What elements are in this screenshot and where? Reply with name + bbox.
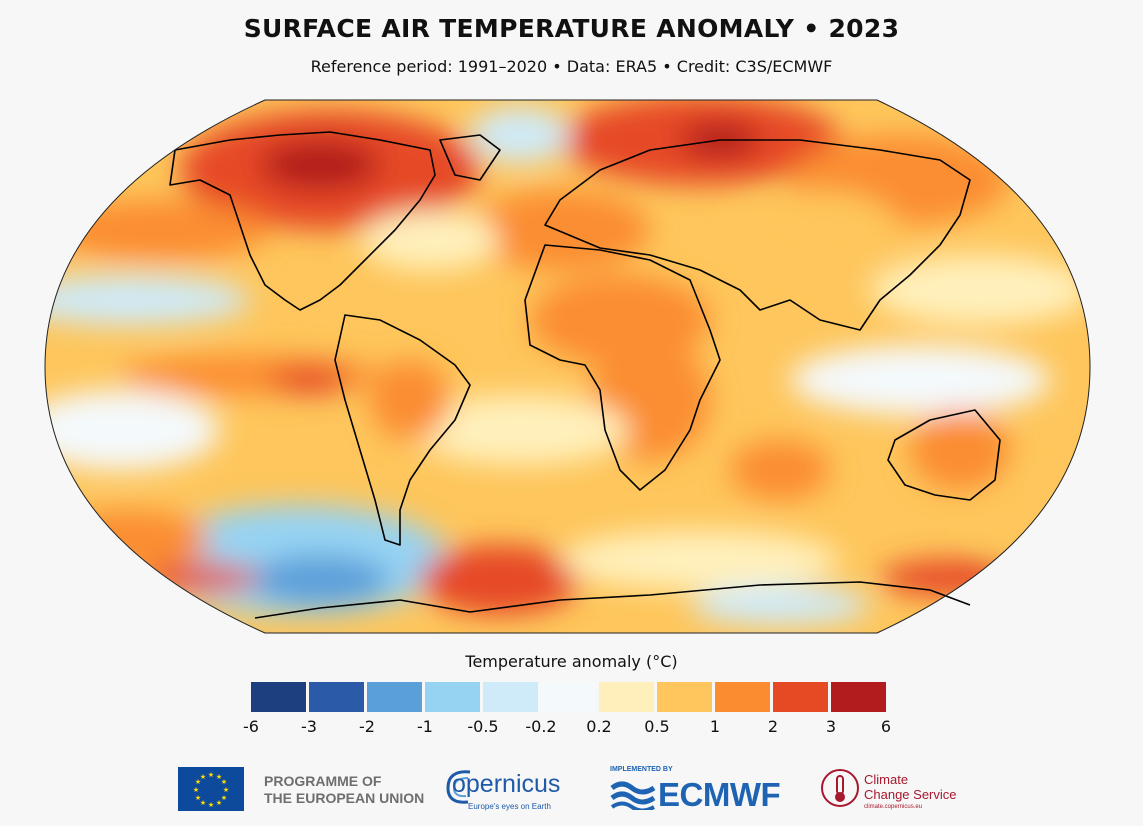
legend-tick-label: 0.2 <box>586 717 612 736</box>
implemented-by-label: IMPLEMENTED BY <box>610 766 673 773</box>
legend-tick-label: 1 <box>709 717 721 736</box>
legend-tick-label: -0.2 <box>525 717 557 736</box>
africa-outline <box>524 244 721 491</box>
svg-text:★: ★ <box>216 773 222 781</box>
world-map <box>44 99 1091 634</box>
legend-swatch <box>599 682 654 712</box>
antarctica-outline <box>254 581 971 619</box>
legend-swatch <box>773 682 828 712</box>
copernicus-logo-text: opernicus <box>452 770 561 798</box>
ccs-logo-text: Climate Change Service <box>864 772 957 802</box>
map-title: SURFACE AIR TEMPERATURE ANOMALY • 2023 <box>243 14 900 43</box>
logo-footer: ★ ★ ★ ★ ★ ★ ★ ★ ★ ★ ★ ★ PROGRAMME OF THE EUROPEA… <box>0 760 1143 820</box>
legend-swatch <box>541 682 596 712</box>
legend-swatch <box>657 682 712 712</box>
copernicus-swirl-icon <box>446 770 471 804</box>
legend-swatch <box>309 682 364 712</box>
south-america-outline <box>334 314 471 546</box>
legend-swatch <box>251 682 306 712</box>
svg-text:★: ★ <box>200 799 206 807</box>
legend-tick-label: 3 <box>825 717 837 736</box>
svg-text:★: ★ <box>208 801 214 809</box>
svg-text:★: ★ <box>193 786 199 794</box>
svg-text:★: ★ <box>200 773 206 781</box>
legend-tick-label: -0.5 <box>467 717 499 736</box>
legend-tick-label: -1 <box>417 717 433 736</box>
coastlines <box>169 131 1001 619</box>
svg-text:★: ★ <box>221 794 227 802</box>
north-america-outline <box>169 131 436 311</box>
legend-colorbar <box>251 682 886 712</box>
legend-tick-label: -6 <box>243 717 259 736</box>
legend-swatch <box>483 682 538 712</box>
svg-text:★: ★ <box>208 771 214 779</box>
legend-swatch <box>367 682 422 712</box>
ecmwf-logo-text: ECMWF <box>658 776 781 813</box>
svg-text:★: ★ <box>223 786 229 794</box>
svg-text:★: ★ <box>216 799 222 807</box>
legend-tick-label: 0.5 <box>644 717 670 736</box>
legend-swatch <box>715 682 770 712</box>
legend-swatch <box>425 682 480 712</box>
anomaly-field <box>45 100 1090 633</box>
eu-programme-label: PROGRAMME OF THE EUROPEAN UNION <box>264 773 425 806</box>
map-subtitle: Reference period: 1991–2020 • Data: ERA5… <box>310 57 833 76</box>
greenland-outline <box>439 134 501 181</box>
legend-tick-label: 6 <box>880 717 892 736</box>
map-frame <box>44 99 1091 634</box>
svg-text:★: ★ <box>195 794 201 802</box>
legend-title: Temperature anomaly (°C) <box>465 652 678 671</box>
ccs-thermometer-icon <box>821 769 859 807</box>
svg-text:★: ★ <box>221 778 227 786</box>
svg-text:★: ★ <box>195 778 201 786</box>
eu-flag-icon: ★ ★ ★ ★ ★ ★ ★ ★ ★ ★ ★ ★ <box>178 767 244 811</box>
copernicus-tagline: Europe's eyes on Earth <box>468 802 551 811</box>
legend-tick-label: -3 <box>301 717 317 736</box>
ecmwf-waves-icon <box>610 781 656 810</box>
legend-swatch <box>831 682 886 712</box>
legend-tick-label: -2 <box>359 717 375 736</box>
legend-tick-label: 2 <box>767 717 779 736</box>
eurasia-outline <box>544 139 971 331</box>
ccs-url: climate.copernicus.eu <box>864 804 923 810</box>
australia-outline <box>887 409 1001 501</box>
